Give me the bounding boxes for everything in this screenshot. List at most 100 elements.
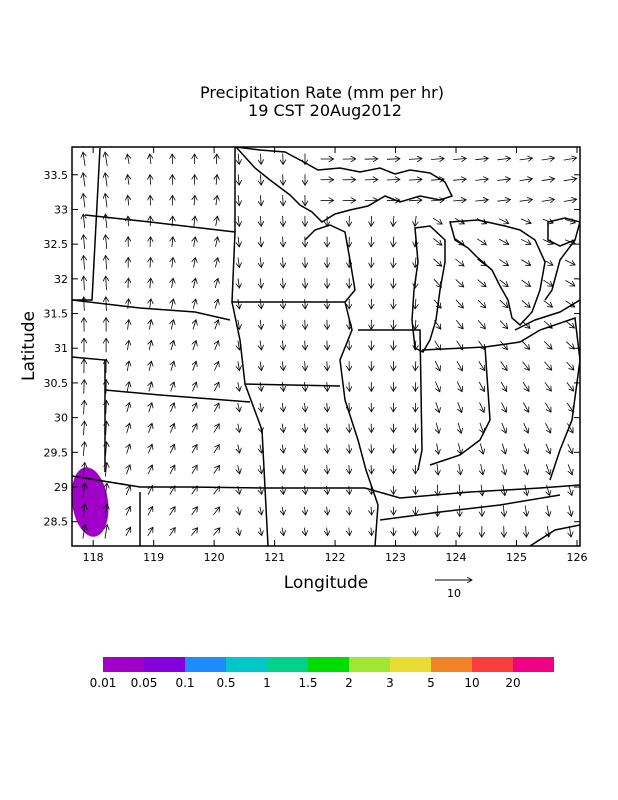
- y-tick-label: 29.5: [44, 446, 69, 459]
- wind-vector: [525, 484, 527, 496]
- wind-vector: [481, 464, 483, 475]
- wind-vector: [544, 361, 552, 370]
- wind-vector: [283, 278, 284, 288]
- wind-vector: [371, 215, 372, 226]
- wind-vector: [106, 400, 107, 415]
- wind-vector: [371, 506, 372, 515]
- wind-vector: [215, 258, 217, 268]
- wind-vector: [498, 238, 509, 244]
- wind-vector: [479, 402, 485, 412]
- wind-vector: [565, 300, 575, 307]
- state-line-3: [72, 299, 231, 321]
- wind-vector: [476, 238, 486, 245]
- wind-vector: [522, 361, 530, 371]
- wind-vector: [216, 175, 217, 185]
- wind-vector: [415, 319, 416, 330]
- colorbar-label: 10: [464, 676, 479, 690]
- lake-superior-outline: [234, 147, 454, 223]
- colorbar-swatch: [226, 657, 267, 672]
- colorbar-swatch: [144, 657, 185, 672]
- wind-vector: [172, 258, 173, 268]
- wind-vector: [148, 465, 152, 475]
- wind-vector: [128, 175, 129, 185]
- wind-vector: [171, 382, 174, 392]
- wind-vector: [169, 507, 175, 516]
- wind-vector: [525, 505, 527, 517]
- wind-vector: [127, 444, 130, 454]
- wind-vector: [191, 465, 197, 475]
- wind-vector: [459, 484, 460, 496]
- title-line-2: 19 CST 20Aug2012: [248, 101, 402, 120]
- wind-vector: [566, 382, 574, 391]
- wind-vector: [458, 422, 461, 433]
- wind-vector: [327, 527, 328, 536]
- wind-vector: [238, 278, 239, 288]
- wind-vector: [238, 506, 240, 515]
- wind-vector: [519, 200, 533, 202]
- y-tick-label: 32.5: [44, 238, 69, 251]
- wind-vector: [149, 403, 152, 413]
- wind-vector: [565, 280, 575, 286]
- state-line-18: [529, 524, 580, 546]
- wind-vector: [393, 236, 394, 247]
- wind-vector: [238, 298, 240, 309]
- wind-vector: [371, 236, 372, 247]
- state-line-16: [364, 484, 580, 499]
- wind-vector: [84, 276, 85, 291]
- wind-vector: [547, 526, 548, 537]
- wind-vector: [475, 200, 488, 201]
- x-tick-label: 118: [83, 551, 104, 564]
- wind-vector: [568, 464, 572, 474]
- wind-vector: [521, 279, 531, 286]
- wind-vector: [282, 423, 283, 433]
- wind-vector: [127, 382, 129, 392]
- wind-vector: [260, 465, 262, 473]
- wind-vector: [499, 299, 508, 307]
- wind-vector: [569, 484, 572, 495]
- wind-vector: [260, 361, 261, 370]
- wind-vector: [349, 444, 350, 453]
- wind-vector: [545, 423, 551, 433]
- wind-vector: [563, 199, 577, 201]
- x-axis-label: Longitude: [284, 573, 369, 593]
- wind-vector: [260, 382, 261, 391]
- wind-vector: [327, 402, 328, 412]
- wind-vector: [458, 402, 462, 412]
- wind-vector: [371, 527, 372, 536]
- wind-vector: [305, 402, 306, 412]
- wind-vector: [83, 235, 84, 249]
- wind-vector: [238, 465, 240, 473]
- wind-vector: [304, 465, 305, 473]
- wind-vector: [171, 320, 173, 330]
- wind-vector: [520, 218, 531, 223]
- state-line-15: [484, 316, 580, 481]
- wind-vector: [213, 507, 219, 516]
- x-tick-label: 122: [325, 551, 346, 564]
- wind-vector: [216, 237, 218, 247]
- wind-vector: [127, 403, 130, 413]
- colorbar-label: 5: [427, 676, 435, 690]
- wind-vector: [150, 175, 151, 185]
- wind-vector: [304, 506, 305, 515]
- x-tick-label: 126: [566, 551, 587, 564]
- wind-vector: [433, 238, 442, 245]
- colorbar-label: 1.5: [298, 676, 317, 690]
- wind-vector: [497, 158, 510, 160]
- colorbar-swatch: [308, 657, 349, 672]
- colorbar-swatch: [431, 657, 472, 672]
- wind-vector: [408, 179, 422, 180]
- wind-vector: [432, 217, 442, 224]
- wind-vector: [283, 236, 284, 247]
- wind-vector: [453, 179, 466, 180]
- wind-vector: [569, 526, 571, 537]
- wind-vector: [260, 215, 261, 226]
- wind-vector: [83, 152, 85, 166]
- wind-vector: [499, 259, 508, 265]
- wind-vector: [459, 526, 460, 537]
- wind-vector: [519, 158, 533, 160]
- wind-vector: [83, 504, 85, 518]
- wind-vector: [150, 278, 151, 289]
- wind-vector: [171, 341, 174, 351]
- wind-vector: [458, 443, 461, 454]
